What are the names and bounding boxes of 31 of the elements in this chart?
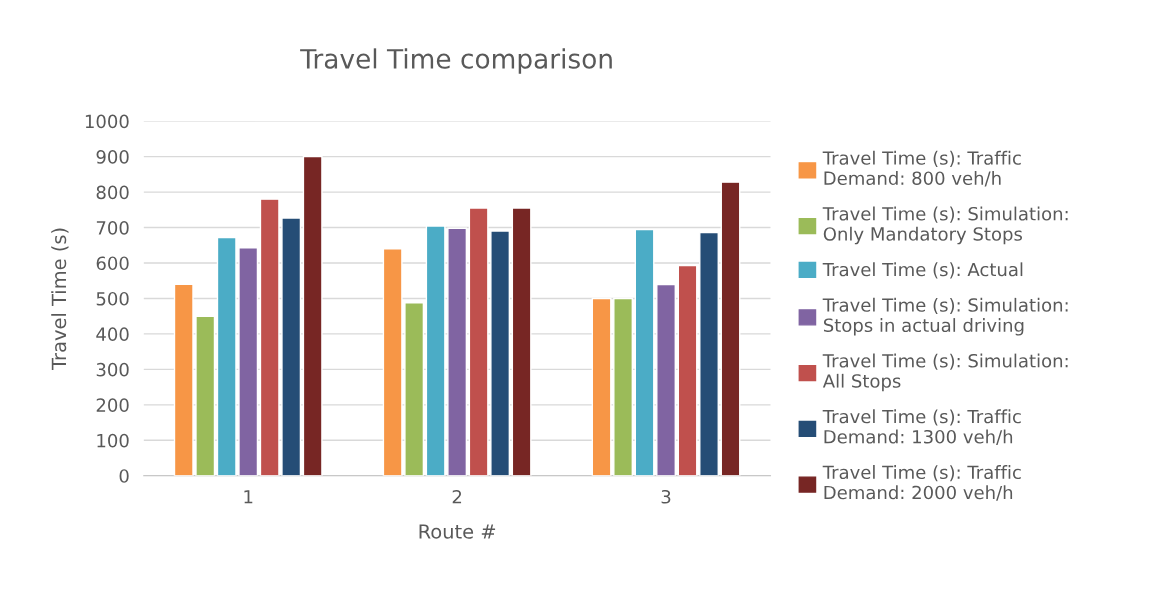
bar [302,155,323,476]
bar [699,231,719,476]
y-tick-label: 400 [96,327,129,342]
legend-label: Travel Time (s): Traffic Demand: 1300 veh/h [822,409,1021,445]
legend-label: Travel Time (s): Simulation: All Stops [822,353,1068,392]
legend-label: Travel Time (s): Traffic Demand: 800 veh/h [822,150,1021,187]
x-tick-label: 2 [452,489,462,504]
y-tick-label: 700 [96,220,129,235]
y-tick-label: 1000 [85,114,129,129]
x-tick-label: 1 [244,490,253,504]
y-tick-label: 0 [119,469,129,483]
x-axis-title: Route # [419,524,496,539]
y-tick-label: 300 [96,362,129,377]
bar [634,228,655,476]
y-axis-title: Travel Time (s) [51,228,69,371]
bar [677,264,698,476]
legend-label: Travel Time (s): Traffic Demand: 2000 veh/h [822,465,1021,501]
bar [511,207,532,476]
legend-label: Travel Time (s): Actual [822,262,1023,279]
legend-label: Travel Time (s): Simulation: Stops in actual driving [822,297,1068,336]
bar [720,181,741,476]
y-tick-label: 100 [97,433,129,448]
x-tick-label: 3 [661,489,671,504]
y-tick-label: 900 [96,150,129,164]
legend-label: Travel Time (s): Simulation: Only Mandatory Stops [822,206,1068,245]
y-tick-label: 800 [96,185,129,200]
y-tick-label: 600 [96,256,129,271]
y-tick-label: 500 [96,291,129,306]
bar [656,283,676,476]
chart-title: Travel Time comparison [300,48,612,74]
y-tick-label: 200 [96,398,129,412]
